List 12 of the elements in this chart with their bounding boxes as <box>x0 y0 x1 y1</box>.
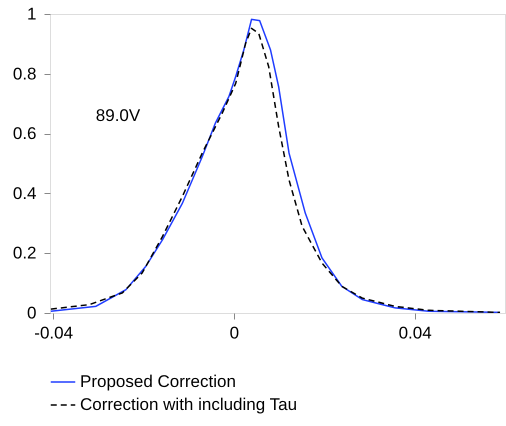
y-tick-label: 0.4 <box>12 184 36 203</box>
y-tick-label: 0.8 <box>12 64 36 84</box>
annotation: 89.0V <box>96 106 141 125</box>
x-tick-label: 0.04 <box>398 324 432 342</box>
legend-label: Correction with including Tau <box>80 395 298 414</box>
x-tick-label: -0.04 <box>34 324 74 342</box>
y-tick-label: 0 <box>27 304 36 322</box>
x-tick-label: 0 <box>230 324 240 342</box>
y-tick-label: 0.6 <box>12 124 36 144</box>
y-tick-label: 1 <box>27 4 36 24</box>
legend-label: Proposed Correction <box>80 372 236 391</box>
y-tick-label: 0.2 <box>12 244 36 263</box>
